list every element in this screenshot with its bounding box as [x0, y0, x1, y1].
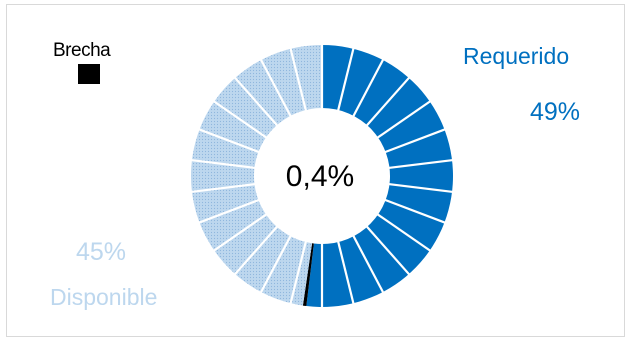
slice-brecha [302, 243, 314, 307]
segment-separator [212, 100, 268, 139]
segment-separator [289, 240, 308, 305]
segment-separator [233, 225, 279, 276]
segment-separator [198, 198, 260, 224]
segment-separator [388, 182, 454, 194]
segment-separator [365, 225, 411, 276]
segment-separator [384, 198, 446, 224]
disponible-value: 45% [76, 238, 127, 266]
segment-separator [376, 100, 432, 139]
segment-separator [388, 158, 454, 170]
segment-separator [365, 76, 411, 127]
segment-separator [336, 47, 355, 112]
segment-separator [352, 234, 385, 294]
segment-separator [190, 158, 256, 170]
segment-separator [352, 58, 385, 118]
segment-separator [289, 47, 308, 112]
segment-separator [190, 182, 256, 194]
segment-separator [259, 58, 292, 118]
segment-separator [198, 128, 260, 154]
segment-separator [376, 213, 432, 252]
segment-separator [336, 240, 355, 305]
brecha-legend-swatch [78, 64, 100, 84]
disponible-label: Disponible [50, 284, 158, 310]
segment-separator [384, 128, 446, 154]
requerido-label: Requerido [463, 43, 570, 69]
brecha-center-value: 0,4% [285, 160, 355, 193]
requerido-value: 49% [530, 98, 581, 126]
segment-separator [212, 213, 268, 252]
segment-separator [259, 234, 292, 294]
brecha-label: Brecha [53, 40, 111, 61]
segment-separator [233, 76, 279, 127]
